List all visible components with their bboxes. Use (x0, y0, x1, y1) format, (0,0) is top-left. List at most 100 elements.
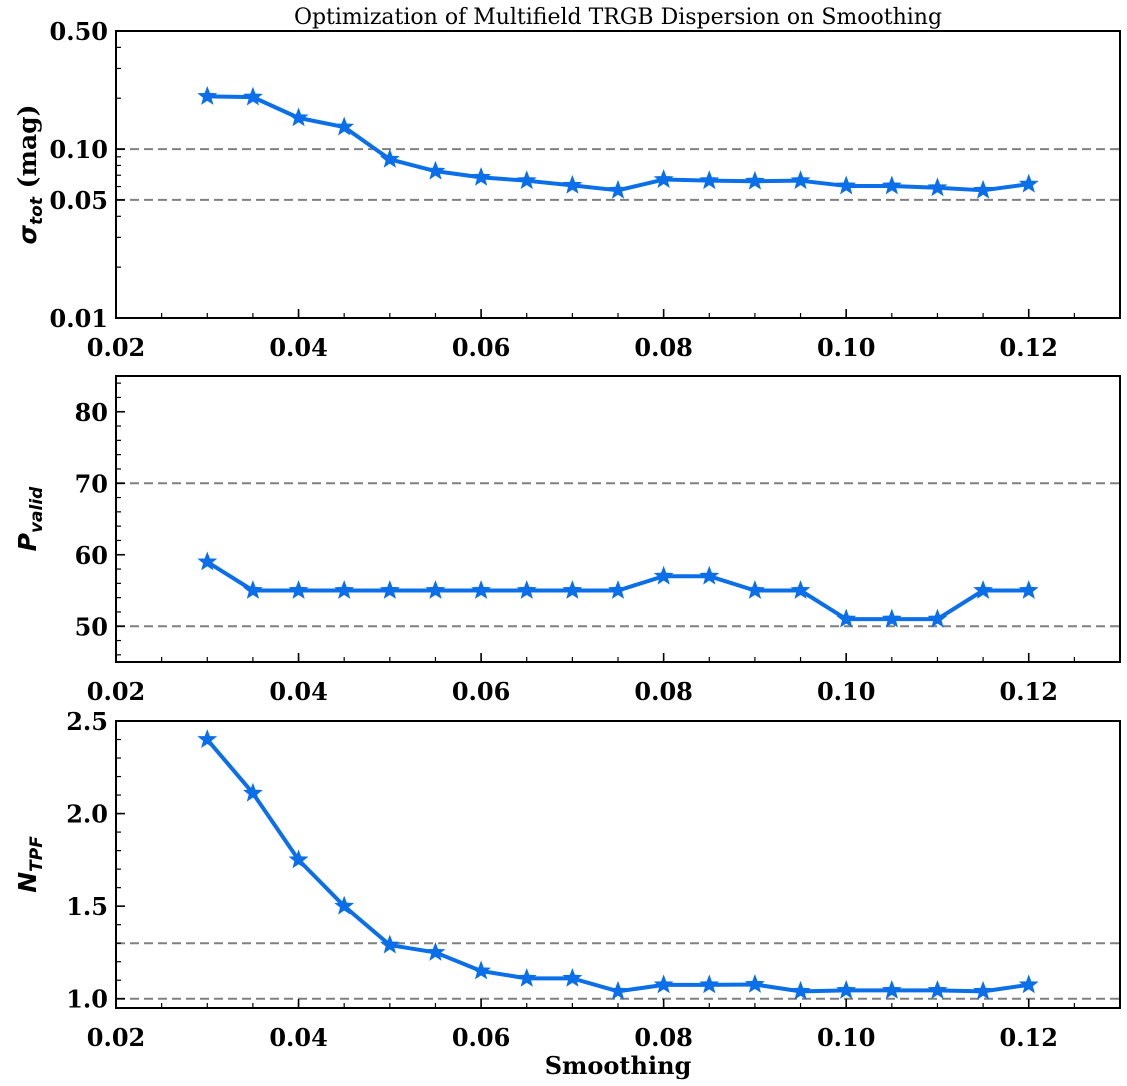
data-point (927, 608, 948, 628)
data-point (562, 580, 583, 599)
y-tick-label: 0.05 (50, 186, 108, 215)
plot-frame (115, 375, 1121, 663)
data-point (334, 895, 355, 915)
data-point (745, 170, 765, 190)
data-point (471, 960, 491, 980)
data-point (1018, 580, 1039, 599)
data-point (425, 942, 446, 961)
y-tick-label: 0.10 (50, 135, 108, 164)
data-point (197, 85, 218, 105)
data-point (1018, 974, 1039, 994)
data-point (699, 565, 720, 585)
panel-n-tpf: 0.02 0.04 0.06 0.08 0.10 0.12 1.0 1.5 2.0 2.5 NTPF (13, 707, 1121, 1052)
data-point (516, 580, 537, 599)
data-point (562, 174, 583, 194)
x-tick-label: 0.08 (634, 333, 692, 362)
x-tick-label: 0.02 (87, 677, 145, 706)
x-tick-label: 0.04 (269, 677, 327, 706)
x-tick-label: 0.08 (634, 677, 692, 706)
y-tick-label: 2.0 (66, 800, 108, 829)
x-tick-label: 0.10 (817, 333, 875, 362)
series-line (205, 738, 1030, 994)
data-point (379, 934, 400, 954)
data-point (562, 967, 583, 987)
data-point (288, 107, 309, 127)
data-point (699, 974, 720, 994)
x-axis-label: Smoothing (545, 1051, 692, 1080)
data-point (608, 179, 628, 199)
data-point (197, 729, 218, 748)
series-line (207, 94, 1029, 193)
x-tick-label: 0.02 (87, 333, 145, 362)
y-axis-label: σtot (mag) (13, 105, 47, 245)
panel-p-valid: 0.02 0.04 0.06 0.08 0.10 0.12 50 60 70 80 Pvalid (13, 375, 1121, 706)
y-axis-label: Pvalid (13, 486, 47, 552)
data-point (379, 580, 400, 599)
data-point (1018, 173, 1039, 193)
data-point (745, 974, 765, 993)
data-point (608, 580, 628, 599)
x-tick-label: 0.06 (452, 333, 510, 362)
data-point (973, 580, 994, 599)
data-point (425, 160, 446, 180)
data-point (288, 580, 309, 599)
data-point (379, 148, 400, 168)
y-axis-label: NTPF (13, 836, 47, 893)
data-point (881, 979, 902, 999)
y-tick-label: 70 (75, 469, 108, 498)
data-point (973, 179, 993, 199)
data-point (288, 849, 309, 869)
y-tick-label: 2.5 (66, 707, 108, 736)
x-tick-label: 0.04 (269, 333, 327, 362)
data-point (653, 974, 674, 994)
chart-title: Optimization of Multifield TRGB Dispersi… (294, 5, 942, 30)
data-point (653, 169, 674, 188)
x-tick-label: 0.10 (817, 677, 875, 706)
data-point (243, 782, 263, 802)
y-tick-label: 1.5 (66, 892, 108, 921)
data-point (836, 979, 857, 999)
data-point (334, 116, 355, 136)
data-point (836, 175, 857, 195)
data-point (471, 166, 491, 186)
y-tick-label: 0.50 (50, 17, 108, 46)
data-point (653, 565, 674, 585)
panel-sigma-tot: 0.02 0.04 0.06 0.08 0.10 0.12 0.01 0.05 0.10 0.50… (13, 17, 1121, 362)
data-point (242, 580, 263, 599)
data-point (790, 170, 811, 190)
data-point (471, 580, 492, 599)
plot-frame (115, 30, 1121, 319)
data-point (608, 980, 628, 1000)
data-point (744, 580, 765, 599)
data-point (790, 980, 811, 1000)
y-tick-label: 60 (75, 541, 108, 570)
data-point (242, 86, 263, 106)
x-tick-label: 0.02 (87, 1023, 145, 1052)
data-point (197, 551, 218, 571)
plot-frame (115, 720, 1121, 1009)
x-tick-label: 0.04 (269, 1023, 327, 1052)
data-point (927, 177, 948, 197)
data-point (927, 979, 948, 999)
y-tick-label: 80 (75, 398, 108, 427)
x-tick-label: 0.06 (452, 677, 510, 706)
data-point (516, 967, 537, 987)
x-tick-label: 0.12 (1000, 1023, 1058, 1052)
data-point (973, 980, 993, 1000)
data-point (836, 608, 857, 628)
x-tick-label: 0.08 (634, 1023, 692, 1052)
data-point (425, 580, 446, 599)
y-tick-label: 50 (75, 612, 108, 641)
x-tick-label: 0.10 (817, 1023, 875, 1052)
data-point (334, 580, 355, 599)
data-point (699, 170, 720, 190)
data-point (790, 580, 811, 599)
data-point (881, 175, 902, 195)
x-tick-label: 0.12 (1000, 677, 1058, 706)
data-point (516, 170, 537, 190)
x-tick-label: 0.12 (1000, 333, 1058, 362)
data-point (881, 608, 902, 628)
y-tick-label: 0.01 (50, 304, 108, 333)
y-tick-label: 1.0 (66, 985, 108, 1014)
